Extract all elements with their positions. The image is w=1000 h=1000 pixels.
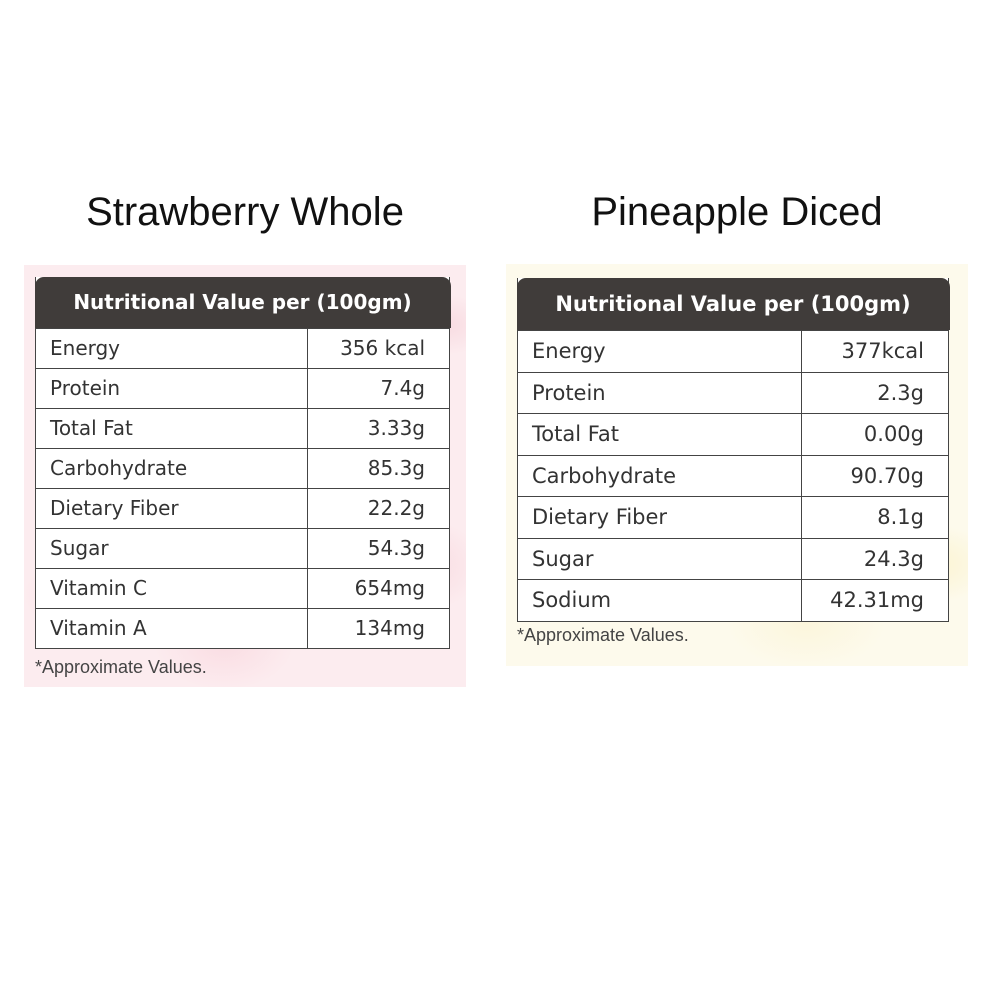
- approximate-values-note: *Approximate Values.: [517, 625, 689, 645]
- table-row: Dietary Fiber 8.1g: [518, 496, 948, 538]
- strawberry-title: Strawberry Whole: [86, 190, 404, 234]
- nutrient-name: Protein: [50, 376, 121, 400]
- table-row: Carbohydrate 85.3g: [36, 448, 449, 488]
- nutrient-name: Carbohydrate: [532, 463, 677, 488]
- nutrient-value: 7.4g: [307, 369, 449, 408]
- pineapple-nutrition-table: Nutritional Value per (100gm) Energy 377…: [516, 278, 950, 622]
- table-row: Vitamin C 654mg: [36, 568, 449, 608]
- nutrient-value: 8.1g: [801, 497, 948, 538]
- nutrient-value: 22.2g: [307, 489, 449, 528]
- nutrient-value: 356 kcal: [307, 329, 449, 368]
- nutrient-value: 3.33g: [307, 409, 449, 448]
- nutrient-name: Sodium: [532, 588, 612, 612]
- nutrient-name: Carbohydrate: [50, 456, 188, 480]
- table-row: Protein 2.3g: [518, 371, 948, 413]
- pineapple-title: Pineapple Diced: [591, 190, 883, 234]
- table-row: Energy 356 kcal: [36, 328, 449, 368]
- nutrient-name: Total Fat: [50, 416, 133, 440]
- table-header: Nutritional Value per (100gm): [34, 277, 451, 328]
- table-row: Energy 377kcal: [518, 330, 948, 372]
- nutrient-name: Vitamin C: [50, 576, 147, 600]
- nutrient-value: 54.3g: [307, 529, 449, 568]
- nutrient-value: 42.31mg: [801, 580, 948, 621]
- table-row: Carbohydrate 90.70g: [518, 454, 948, 496]
- nutrient-value: 0.00g: [801, 414, 948, 455]
- table-header: Nutritional Value per (100gm): [516, 278, 950, 330]
- nutrient-name: Vitamin A: [50, 616, 147, 640]
- strawberry-nutrition-table: Nutritional Value per (100gm) Energy 356…: [34, 277, 451, 649]
- table-row: Total Fat 3.33g: [36, 408, 449, 448]
- table-row: Dietary Fiber 22.2g: [36, 488, 449, 528]
- nutrient-name: Energy: [532, 339, 606, 363]
- table-row: Sugar 24.3g: [518, 537, 948, 579]
- table-row: Total Fat 0.00g: [518, 413, 948, 455]
- strawberry-nutrition-panel: Nutritional Value per (100gm) Energy 356…: [24, 265, 466, 687]
- nutrient-value: 85.3g: [307, 449, 449, 488]
- nutrient-value: 654mg: [307, 569, 449, 608]
- table-row: Sugar 54.3g: [36, 528, 449, 568]
- nutrient-name: Dietary Fiber: [532, 505, 668, 529]
- approximate-values-note: *Approximate Values.: [35, 657, 207, 677]
- nutrient-name: Protein: [532, 380, 606, 405]
- nutrient-name: Total Fat: [532, 422, 619, 446]
- nutrient-name: Sugar: [50, 536, 109, 560]
- table-row: Sodium 42.31mg: [518, 579, 948, 621]
- nutrient-value: 377kcal: [801, 331, 948, 372]
- nutrient-value: 90.70g: [801, 455, 948, 496]
- nutrient-value: 2.3g: [801, 372, 948, 413]
- nutrient-name: Dietary Fiber: [50, 496, 179, 520]
- nutrient-name: Sugar: [532, 546, 594, 571]
- table-row: Vitamin A 134mg: [36, 608, 449, 648]
- table-row: Protein 7.4g: [36, 368, 449, 408]
- nutrient-value: 24.3g: [801, 538, 948, 579]
- nutrient-name: Energy: [50, 336, 121, 360]
- nutrient-value: 134mg: [307, 609, 449, 648]
- pineapple-nutrition-panel: Nutritional Value per (100gm) Energy 377…: [506, 264, 968, 666]
